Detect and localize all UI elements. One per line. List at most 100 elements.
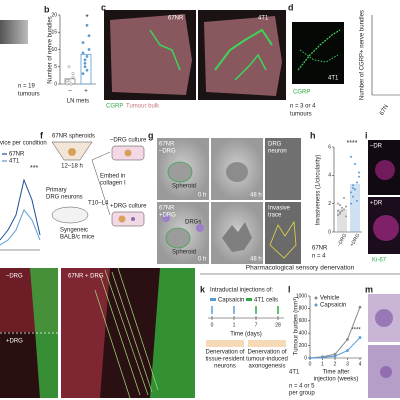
label: –DRG culture [110, 138, 147, 144]
legend-entry: Vehicle [320, 296, 340, 302]
label: DRG neurons [46, 195, 83, 201]
significance: *** [30, 165, 38, 172]
image-label: 4T1 [258, 16, 269, 22]
y-tick-label: 2 [328, 201, 331, 207]
x-tick-label: 3 [346, 361, 349, 367]
panel-label: c [101, 2, 106, 12]
nerve [297, 29, 341, 71]
legend-entry: 4T1 [9, 159, 20, 165]
panel-label: d [288, 2, 294, 12]
row-label: +DRG [159, 213, 176, 219]
label: BALB/c mice [60, 235, 95, 241]
label: Intraductal injections of: [210, 288, 273, 294]
x-label: Time after [323, 370, 350, 376]
tissue [375, 309, 393, 327]
micrograph [292, 22, 344, 84]
day-label: 28 [275, 322, 281, 328]
label: Spheroid [172, 250, 196, 256]
point [341, 209, 343, 212]
box-text: tissue-resident [205, 357, 244, 363]
box-text: Denervation of [247, 350, 286, 356]
chart-title: vice per condition [0, 141, 47, 147]
point [65, 82, 69, 86]
time-label: 0 h [198, 193, 206, 199]
box [248, 340, 286, 347]
spheroid-stain [375, 160, 395, 180]
y-tick-label: 200 [299, 343, 308, 349]
label: collagen I [100, 181, 126, 187]
point [356, 199, 358, 202]
tumour-tissue [110, 14, 192, 95]
x-tick-label: – [68, 89, 72, 95]
x-tick-label: 1 [321, 361, 324, 367]
box [206, 340, 244, 347]
point [337, 214, 339, 216]
y-tick-label: 10 [51, 47, 57, 53]
image-label: 4T1 [328, 76, 339, 82]
y-tick-label: 0 [54, 81, 57, 87]
label: DRGs [185, 220, 201, 226]
y-label: Invasiveness (1/circularity) [316, 155, 322, 226]
legend-entry: Tumour bulk [126, 104, 160, 110]
bar [350, 183, 360, 232]
y-tick-label: 15 [51, 30, 57, 36]
day-label: 1 [233, 322, 236, 328]
y-tick-label: 5 [54, 64, 57, 70]
panel-label: m [365, 284, 373, 294]
stain-label: Ki-67 [372, 258, 387, 264]
point [308, 356, 312, 360]
point [85, 54, 89, 58]
spheroid [167, 161, 193, 183]
box-text: axonogenesis [248, 364, 285, 370]
image-label: –DR [370, 144, 383, 150]
point [341, 206, 343, 209]
legend-entry: Capsaicin [218, 298, 244, 304]
significance: * [85, 13, 88, 22]
label: +DRG culture [110, 204, 147, 210]
n-unit: tumours [18, 92, 40, 98]
image-label: +DR [370, 201, 383, 207]
point [343, 208, 345, 211]
point [69, 82, 73, 86]
point [350, 155, 352, 158]
y-tick-label: 0 [304, 355, 307, 361]
bar [337, 209, 347, 232]
point [358, 175, 360, 178]
x-label: Time (days) [230, 332, 261, 338]
label: Primary [46, 188, 67, 194]
point [87, 48, 91, 51]
x-tick-label: +DRG [349, 232, 361, 247]
time-label: 48 h [250, 257, 262, 263]
legend-swatch [314, 303, 318, 307]
nerve-fibres [94, 267, 159, 399]
spheroid [118, 215, 126, 223]
y-tick-label: 600 [299, 318, 308, 324]
spheroid [165, 227, 191, 249]
x-label: LN mets [67, 99, 89, 105]
x-tick-label: –DRG [336, 233, 348, 248]
point [333, 354, 337, 358]
point [85, 68, 89, 72]
panel-label: h [310, 130, 316, 140]
spheroid-stain [373, 215, 399, 241]
tumour-tissue [204, 16, 282, 96]
y-tick-label: 0 [328, 229, 331, 235]
bar [80, 53, 92, 85]
nerve [299, 49, 339, 63]
mouse [51, 206, 89, 224]
label: DRG [268, 142, 282, 148]
legend-swatch [246, 298, 252, 301]
point [83, 65, 87, 69]
significance: **** [347, 140, 358, 147]
line [0, 209, 41, 246]
n-label: n = 19 [18, 84, 36, 90]
row-label: 67NR [159, 206, 175, 212]
point [83, 61, 87, 65]
panel-label: b [44, 4, 50, 14]
point [346, 338, 349, 341]
point [345, 205, 347, 208]
label: Syngeneic [60, 228, 88, 234]
legend-entry: 4T1 cells [254, 298, 278, 304]
time-label: 48 h [250, 193, 262, 199]
